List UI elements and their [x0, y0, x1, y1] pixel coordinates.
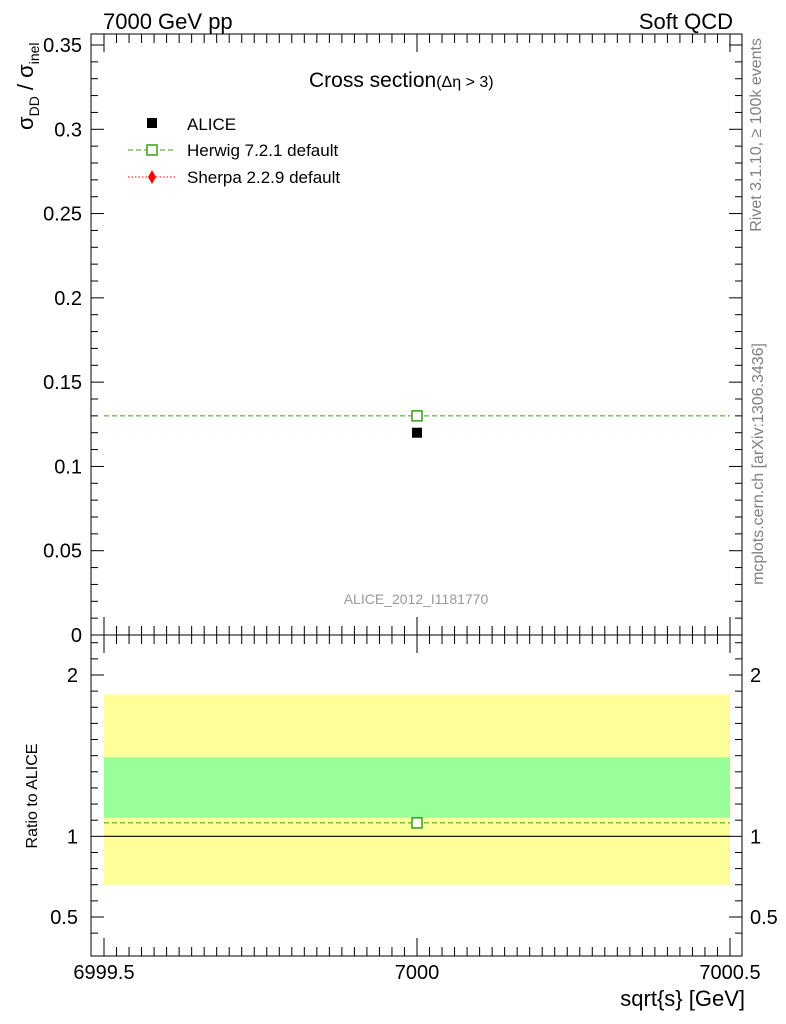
x-tick-label: 6999.5	[73, 962, 134, 984]
herwig-ratio-point	[411, 817, 423, 829]
y-label-den-sub: inel	[26, 42, 42, 64]
analysis-watermark: ALICE_2012_I1181770	[344, 591, 489, 607]
legend-alice-marker	[147, 118, 157, 128]
legend: ALICE Herwig 7.2.1 default Sherpa 2.2.9 …	[128, 115, 340, 187]
ratio-panel-frame	[90, 634, 743, 957]
main-y-tick-label: 0	[71, 625, 82, 647]
legend-herwig-marker	[146, 144, 158, 156]
ratio-y-tick-label-right: 2	[750, 665, 761, 687]
main-marks	[104, 410, 730, 438]
main-axes: 0 0.05 0.1 0.15 0.2 0.25 0.3 0.35	[43, 34, 742, 647]
ratio-y-tick-label-left: 1	[67, 826, 78, 848]
y-label-slash: /	[13, 78, 38, 96]
ratio-y-tick-label-left: 2	[67, 665, 78, 687]
ratio-axes: 6999.5 7000 7000.5 0.5 0.5 1 1 2 2	[50, 635, 778, 984]
legend-sherpa-label: Sherpa 2.2.9 default	[187, 168, 340, 187]
main-y-tick-label: 0.15	[43, 372, 82, 394]
chart-title-suffix: (Δη > 3)	[436, 74, 493, 91]
ratio-y-tick-label-right: 0.5	[750, 907, 778, 929]
ratio-y-axis-label: Ratio to ALICE	[24, 744, 41, 849]
ratio-y-tick-label-left: 0.5	[50, 907, 78, 929]
chart-title: Cross section(Δη > 3)	[309, 69, 494, 92]
header-left: 7000 GeV pp	[103, 9, 233, 34]
herwig-data-point	[411, 410, 423, 422]
y-label-num-sub: DD	[26, 96, 42, 116]
x-axis-label: sqrt{s} [GeV]	[620, 986, 745, 1011]
alice-data-point	[412, 427, 422, 438]
ratio-y-tick-label-right: 1	[750, 826, 761, 848]
chart-title-main: Cross section	[309, 69, 436, 92]
main-y-tick-label: 0.3	[54, 119, 82, 141]
main-y-tick-label: 0.35	[43, 35, 82, 57]
main-y-tick-label: 0.1	[54, 456, 82, 478]
header-right: Soft QCD	[639, 9, 733, 34]
rivet-label: Rivet 3.1.10, ≥ 100k events	[748, 38, 765, 232]
ratio-bands	[104, 694, 730, 885]
legend-herwig-label: Herwig 7.2.1 default	[187, 141, 338, 160]
y-label-sigma-num: σ	[13, 116, 38, 130]
legend-sherpa-marker	[148, 170, 156, 184]
main-y-axis-label: σDD / σinel	[13, 42, 42, 130]
x-tick-label: 7000	[395, 962, 440, 984]
legend-alice-label: ALICE	[187, 115, 236, 134]
main-y-tick-label: 0.05	[43, 541, 82, 563]
main-y-tick-label: 0.25	[43, 204, 82, 226]
x-tick-label: 7000.5	[699, 962, 760, 984]
mcplots-label: mcplots.cern.ch [arXiv:1306.3436]	[750, 343, 767, 585]
main-y-tick-label: 0.2	[54, 288, 82, 310]
ratio-marks	[104, 817, 730, 837]
uncertainty-band-stat	[104, 757, 730, 818]
y-label-sigma-den: σ	[13, 64, 38, 78]
